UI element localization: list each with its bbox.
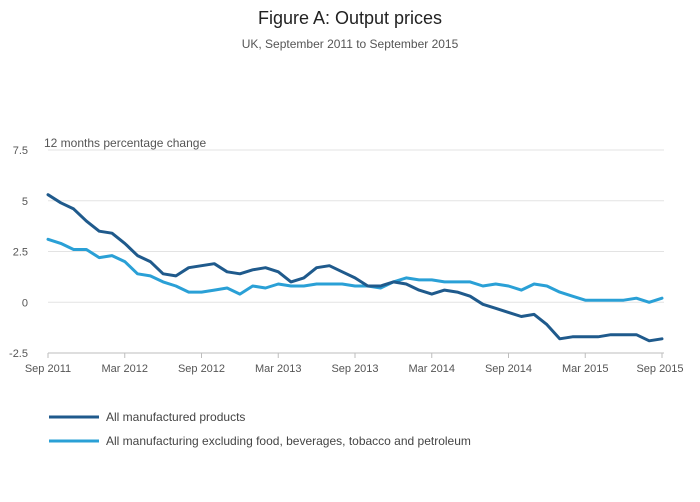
x-tick-label: Mar 2015 [562, 363, 608, 375]
y-tick-label: -2.5 [9, 348, 28, 360]
x-tick-label: Sep 2011 [25, 363, 71, 375]
x-tick-label: Sep 2013 [331, 363, 378, 375]
x-tick-label: Mar 2012 [102, 363, 148, 375]
y-tick-label: 5 [22, 196, 28, 208]
chart-title: Figure A: Output prices [258, 8, 442, 28]
x-tick-label: Sep 2015 [636, 363, 683, 375]
series-line-1 [46, 193, 664, 343]
x-tick-label: Mar 2013 [255, 363, 301, 375]
y-axis-label: 12 months percentage change [44, 136, 206, 150]
x-tick-label: Mar 2014 [409, 363, 455, 375]
y-tick-label: 0 [22, 297, 28, 309]
axes: 7.5 5 2.5 0 -2.5 Sep 2011 Mar 2012 Sep 2012 Mar … [9, 145, 684, 375]
series-lines [46, 193, 664, 343]
x-tick-label: Sep 2012 [178, 363, 225, 375]
grid-lines [48, 149, 664, 303]
y-tick-label: 7.5 [13, 145, 28, 157]
legend: All manufactured products All manufacturi… [49, 410, 471, 448]
chart-subtitle: UK, September 2011 to September 2015 [242, 37, 459, 51]
legend-label: All manufactured products [106, 410, 245, 424]
series-line-2 [46, 237, 664, 304]
x-tick-label: Sep 2014 [485, 363, 532, 375]
legend-label: All manufacturing excluding food, bevera… [106, 434, 471, 448]
y-tick-label: 2.5 [13, 247, 28, 259]
